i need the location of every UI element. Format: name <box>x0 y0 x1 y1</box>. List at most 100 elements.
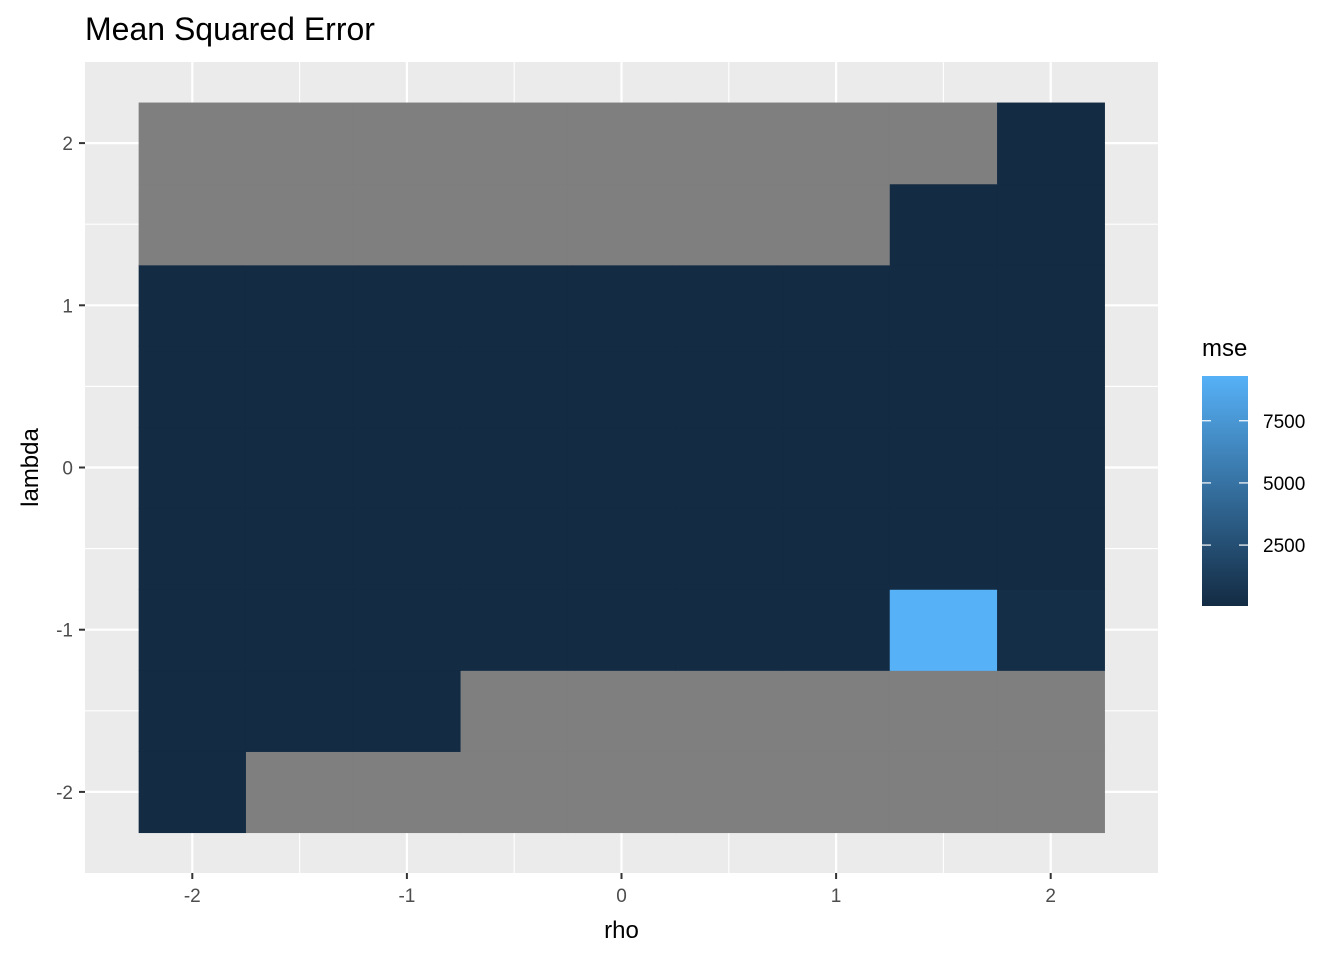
heatmap-tile <box>997 426 1105 509</box>
heatmap-tile <box>353 589 462 671</box>
heatmap-tile <box>353 345 462 428</box>
heatmap-tile <box>567 670 676 752</box>
heatmap-tile <box>782 508 891 590</box>
heatmap-tile <box>782 751 891 834</box>
heatmap-tile <box>889 102 998 185</box>
x-tick-label: -2 <box>184 886 201 907</box>
heatmap-tile <box>245 102 354 185</box>
heatmap-tile <box>353 508 462 590</box>
x-axis-title: rho <box>604 917 639 944</box>
heatmap-tile <box>138 751 247 834</box>
heatmap-tile <box>782 264 891 347</box>
heatmap-tile <box>675 751 784 834</box>
heatmap-tile <box>460 264 569 347</box>
heatmap-tile <box>997 589 1105 671</box>
heatmap-tile <box>567 102 676 185</box>
heatmap-tile <box>889 751 998 834</box>
x-tick-label: -1 <box>398 886 415 907</box>
heatmap-tile <box>245 426 354 509</box>
chart-title: Mean Squared Error <box>85 11 375 47</box>
y-axis-title: lambda <box>17 427 44 506</box>
legend-tick-label: 5000 <box>1263 474 1305 495</box>
heatmap-tile <box>675 670 784 752</box>
heatmap-tile <box>675 345 784 428</box>
heatmap-tile <box>460 508 569 590</box>
heatmap-tile <box>567 183 676 266</box>
heatmap-tile <box>138 426 247 509</box>
legend-title: mse <box>1202 335 1247 362</box>
heatmap-tile <box>138 102 247 185</box>
heatmap-tile <box>567 264 676 347</box>
heatmap-tile <box>138 508 247 590</box>
legend-tick-label: 2500 <box>1263 536 1305 557</box>
heatmap-tile <box>675 508 784 590</box>
legend-tick-label: 7500 <box>1263 412 1305 433</box>
x-tick-label: 1 <box>831 886 842 907</box>
heatmap-tile <box>245 508 354 590</box>
heatmap-tile <box>353 264 462 347</box>
y-axis: -2 -1 0 1 2 <box>56 134 85 804</box>
heatmap-tile <box>138 345 247 428</box>
heatmap-tile <box>245 751 354 834</box>
legend-colorbar <box>1202 376 1248 606</box>
heatmap-tile <box>138 670 247 752</box>
heatmap-tile <box>353 183 462 266</box>
heatmap-tile <box>997 751 1105 834</box>
heatmap-tile <box>889 183 998 266</box>
heatmap-tile <box>675 589 784 671</box>
x-tick-label: 2 <box>1045 886 1056 907</box>
heatmap-tile <box>782 589 891 671</box>
heatmap-tile <box>138 183 247 266</box>
heatmap-tile <box>889 264 998 347</box>
heatmap-tile <box>782 102 891 185</box>
heatmap-tile <box>245 183 354 266</box>
heatmap-tile <box>567 345 676 428</box>
heatmap-tile <box>353 102 462 185</box>
heatmap-tile <box>245 264 354 347</box>
color-legend: mse 2500 5000 7500 <box>1202 335 1305 606</box>
y-tick-label: -1 <box>56 621 73 642</box>
heatmap-tile <box>675 264 784 347</box>
heatmap-tile <box>889 345 998 428</box>
heatmap-tile <box>567 508 676 590</box>
heatmap-tile <box>675 426 784 509</box>
heatmap-tile <box>353 670 462 752</box>
heatmap-tile <box>567 751 676 834</box>
heatmap-tile <box>460 751 569 834</box>
heatmap-tile <box>782 426 891 509</box>
heatmap-tile <box>353 426 462 509</box>
y-tick-label: -2 <box>56 783 73 804</box>
heatmap-tile <box>460 589 569 671</box>
heatmap-tile <box>889 670 998 752</box>
heatmap-tile <box>460 102 569 185</box>
heatmap-tile <box>997 264 1105 347</box>
heatmap-tile <box>997 508 1105 590</box>
heatmap-tiles <box>138 102 1105 834</box>
heatmap-tile <box>245 670 354 752</box>
heatmap-tile <box>567 426 676 509</box>
y-tick-label: 1 <box>62 296 73 317</box>
heatmap-tile <box>997 102 1105 185</box>
heatmap-tile <box>245 589 354 671</box>
heatmap-tile <box>782 345 891 428</box>
heatmap-tile <box>460 183 569 266</box>
x-axis: -2 -1 0 1 2 <box>184 873 1056 907</box>
heatmap-tile <box>460 345 569 428</box>
heatmap-tile <box>889 426 998 509</box>
heatmap-tile <box>675 102 784 185</box>
x-tick-label: 0 <box>616 886 627 907</box>
heatmap-tile <box>138 264 247 347</box>
heatmap-tile <box>997 670 1105 752</box>
legend-ticks: 2500 5000 7500 <box>1202 412 1305 557</box>
heatmap-tile <box>567 589 676 671</box>
y-tick-label: 0 <box>62 459 73 480</box>
heatmap-tile <box>460 670 569 752</box>
heatmap-tile <box>889 508 998 590</box>
y-tick-label: 2 <box>62 134 73 155</box>
heatmap-tile <box>138 589 247 671</box>
heatmap-tile <box>782 670 891 752</box>
heatmap-tile <box>889 589 998 671</box>
heatmap-tile <box>460 426 569 509</box>
heatmap-tile <box>997 183 1105 266</box>
